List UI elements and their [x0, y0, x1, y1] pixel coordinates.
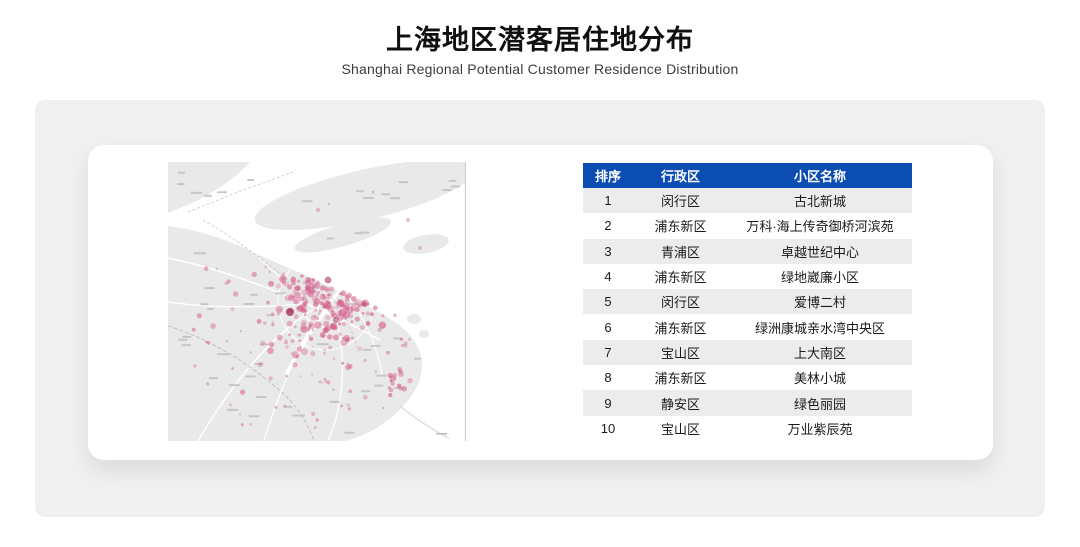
cell-district: 静安区 [660, 396, 700, 412]
cell-district: 宝山区 [660, 345, 700, 361]
cell-community: 美林小城 [793, 371, 846, 387]
table-row: 3 青浦区 卓越世纪中心 [583, 238, 912, 264]
column-header-community: 小区名称 [793, 169, 846, 184]
page-title: 上海地区潜客居住地分布 [386, 25, 694, 55]
table-header-row: 排序 行政区 小区名称 [583, 163, 912, 188]
cell-community: 卓越世纪中心 [780, 244, 859, 260]
cell-district: 浦东新区 [654, 371, 707, 387]
table-row: 7 宝山区 上大南区 [583, 339, 912, 366]
map-scatter-dots [191, 190, 422, 430]
map-scale-bar [436, 433, 447, 435]
table-row: 10 宝山区 万业紫辰苑 [583, 415, 912, 441]
cell-district: 闵行区 [660, 194, 700, 210]
cell-community: 万业紫辰苑 [787, 421, 853, 437]
cell-district: 宝山区 [660, 421, 700, 437]
map-railway-line [168, 325, 315, 441]
column-header-rank: 排序 [594, 169, 621, 184]
map-island-hengsha [403, 234, 449, 254]
map-canvas [168, 162, 466, 441]
cell-district: 浦东新区 [654, 270, 707, 286]
table-row: 1 闵行区 古北新城 [583, 188, 912, 214]
cell-community: 绿洲康城亲水湾中央区 [754, 320, 885, 336]
cell-rank: 1 [604, 193, 612, 209]
table-body: 1 闵行区 古北新城 2 浦东新区 万科·海上传奇御桥河滨苑 3 青浦区 卓越世纪中心 4 浦东新区… [583, 188, 912, 441]
cell-community: 上大南区 [793, 345, 846, 361]
cell-rank: 2 [604, 218, 612, 234]
cell-district: 闵行区 [660, 295, 700, 311]
cell-district: 青浦区 [660, 244, 700, 260]
map-island-chongming [254, 162, 466, 231]
map-land-north [168, 162, 250, 213]
cell-rank: 4 [604, 269, 612, 285]
table-row: 8 浦东新区 美林小城 [583, 365, 912, 391]
cell-rank: 3 [604, 243, 612, 259]
content-panel: 排序 行政区 小区名称 1 闵行区 古北新城 2 浦东新区 万科·海上传奇御桥河滨苑 3 青浦… [35, 100, 1045, 517]
cell-rank: 10 [600, 420, 616, 436]
column-header-district: 行政区 [660, 169, 700, 184]
map-land-main [168, 226, 422, 441]
cell-district: 浦东新区 [654, 219, 707, 235]
map-bridge-line [399, 405, 451, 440]
map-island-changxing [294, 217, 392, 253]
content-card: 排序 行政区 小区名称 1 闵行区 古北新城 2 浦东新区 万科·海上传奇御桥河滨苑 3 青浦… [88, 145, 993, 460]
cell-rank: 6 [604, 319, 612, 335]
cell-community: 万科·海上传奇御桥河滨苑 [746, 219, 894, 235]
map-place-labels [176, 171, 460, 434]
table-row: 6 浦东新区 绿洲康城亲水湾中央区 [583, 314, 912, 340]
cell-community: 古北新城 [793, 194, 846, 210]
cell-rank: 7 [604, 344, 612, 360]
table-row: 2 浦东新区 万科·海上传奇御桥河滨苑 [583, 213, 912, 239]
map-islet [419, 330, 429, 338]
page-subtitle: Shanghai Regional Potential Customer Res… [341, 61, 739, 77]
page-header: 上海地区潜客居住地分布 Shanghai Regional Potential … [0, 24, 1080, 78]
shanghai-scatter-map [168, 162, 466, 441]
cell-community: 爱博二村 [793, 295, 846, 311]
table-row: 5 闵行区 爱博二村 [583, 289, 912, 315]
cell-rank: 5 [604, 294, 612, 310]
ranking-table: 排序 行政区 小区名称 1 闵行区 古北新城 2 浦东新区 万科·海上传奇御桥河滨苑 3 青浦… [583, 163, 912, 441]
table-row: 4 浦东新区 绿地崴廉小区 [583, 263, 912, 290]
map-islet [407, 314, 421, 324]
cell-community: 绿地崴廉小区 [780, 270, 859, 286]
cell-rank: 8 [604, 370, 612, 386]
cell-district: 浦东新区 [654, 320, 707, 336]
table-row: 9 静安区 绿色丽园 [583, 390, 912, 416]
cell-community: 绿色丽园 [793, 396, 846, 412]
cell-rank: 9 [604, 395, 612, 411]
